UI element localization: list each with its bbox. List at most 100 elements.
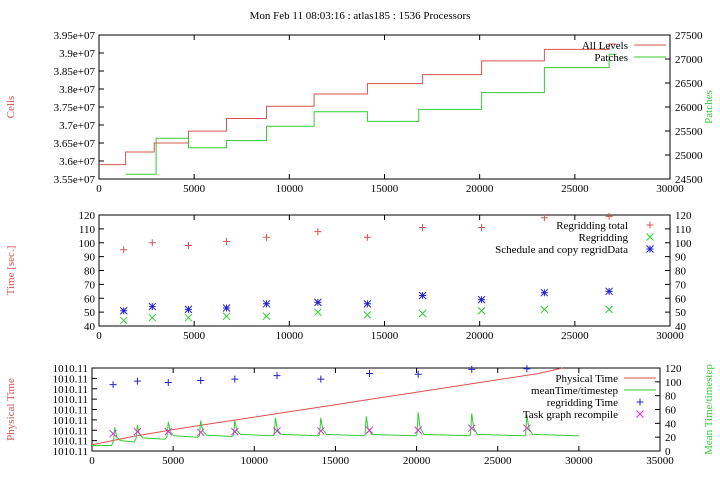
regridding-time-point (414, 370, 422, 378)
regridding-total-point (148, 239, 156, 247)
y-tick-label: 3.65e+07 (54, 138, 96, 150)
regridding-total-point (605, 212, 613, 220)
y2-tick-label: 40 (675, 321, 687, 333)
regridding-time-point (273, 372, 281, 380)
legend-label: Patches (594, 52, 628, 64)
legend-label: Schedule and copy regridData (495, 244, 628, 256)
y2-axis-label: Patches (703, 90, 715, 124)
task-graph-recompile-point (365, 426, 374, 435)
regridding-total-point (184, 242, 192, 250)
y-tick-label: 80 (84, 266, 96, 278)
y2-tick-label: 0 (665, 446, 671, 458)
y2-tick-label: 120 (665, 363, 682, 375)
x-tick-label: 15000 (371, 183, 399, 195)
regridding-time-point (197, 376, 205, 384)
regridding-total-point (540, 214, 548, 222)
regridding-point (540, 305, 549, 314)
y-tick-label: 3.55e+07 (54, 174, 96, 186)
schedule-copy-point (418, 291, 427, 300)
x-tick-label: 15000 (371, 330, 399, 342)
legend-swatch (646, 245, 654, 253)
y-tick-label: 3.7e+07 (59, 120, 95, 132)
regridding-point (262, 312, 271, 321)
y2-tick-label: 70 (675, 279, 687, 291)
cells-patches-chart: 0 5000 10000 15000 20000 25000 30000 3.55e+07 3.… (5, 30, 715, 195)
y2-tick-label: 24500 (675, 174, 703, 186)
x-tick-label: 5000 (183, 330, 206, 342)
task-graph-recompile-point (414, 426, 423, 435)
y-tick-label: 3.9e+07 (59, 48, 95, 60)
x-tick-label: 30000 (656, 183, 684, 195)
page-title: Mon Feb 11 08:03:16 : atlas185 : 1536 Pr… (249, 10, 471, 22)
x-tick-label: 0 (89, 455, 95, 467)
series-line-patches (125, 53, 617, 175)
regridding-point (222, 312, 231, 321)
regridding-time-chart: 0 5000 10000 15000 20000 25000 300004050607080… (5, 210, 692, 342)
y-tick-label: 110 (79, 224, 96, 236)
task-graph-recompile-point (109, 429, 117, 438)
y-tick-label: 90 (84, 252, 96, 264)
regridding-total-point (223, 237, 231, 245)
y2-tick-label: 80 (675, 266, 687, 278)
regridding-point (363, 311, 372, 319)
legend-swatch (636, 410, 644, 418)
legend-label: regridding Time (547, 397, 618, 409)
y-tick-label: 1010.11 (53, 373, 88, 385)
x-tick-label: 30000 (565, 455, 593, 467)
x-tick-label: 0 (96, 330, 102, 342)
task-graph-recompile-point (523, 424, 531, 433)
y2-tick-label: 100 (675, 238, 692, 250)
task-graph-recompile-point (164, 427, 173, 436)
y-tick-label: 1010.11 (53, 446, 88, 458)
y-tick-label: 60 (84, 293, 96, 305)
series-line-all-levels (99, 43, 617, 166)
regridding-time-point (231, 375, 239, 383)
y2-tick-label: 80 (665, 391, 677, 403)
task-graph-recompile-point (273, 427, 281, 435)
y2-tick-label: 90 (675, 252, 687, 264)
y-tick-label: 100 (79, 238, 96, 250)
y-tick-label: 1010.11 (53, 394, 88, 406)
regridding-time-point (317, 375, 325, 383)
y2-tick-label: 100 (665, 377, 682, 389)
x-tick-label: 35000 (646, 455, 674, 467)
task-graph-recompile-point (196, 428, 205, 437)
y2-axis-label: Mean Time/timestep (703, 364, 715, 455)
regridding-total-point (363, 233, 371, 241)
x-tick-label: 15000 (322, 455, 350, 467)
regridding-time-point (366, 370, 374, 378)
x-tick-label: 25000 (561, 183, 589, 195)
y2-tick-label: 40 (665, 418, 677, 430)
x-tick-label: 0 (96, 183, 102, 195)
y-tick-label: 40 (84, 321, 96, 333)
y-tick-label: 120 (79, 210, 96, 222)
x-tick-label: 30000 (656, 330, 684, 342)
y2-tick-label: 25000 (675, 150, 703, 162)
x-tick-label: 20000 (403, 455, 431, 467)
y-tick-label: 70 (84, 279, 96, 291)
regridding-time-point (133, 377, 141, 385)
legend-label: Task graph recompile (523, 409, 618, 421)
y-axis-label: Cells (5, 96, 17, 119)
y2-tick-label: 120 (675, 210, 692, 222)
y-tick-label: 3.8e+07 (59, 84, 95, 96)
schedule-copy-point (184, 305, 193, 314)
legend-swatch (646, 233, 654, 241)
regridding-total-point (314, 228, 322, 236)
regridding-total-point (120, 246, 128, 254)
regridding-point (605, 305, 613, 314)
regridding-time-point (468, 365, 476, 373)
schedule-copy-point (262, 299, 271, 308)
regridding-point (418, 309, 427, 318)
y2-tick-label: 20 (665, 432, 677, 444)
regridding-point (314, 308, 322, 316)
regridding-point (148, 313, 157, 322)
task-graph-recompile-point (467, 424, 476, 433)
legend-label: Regridding (579, 232, 629, 244)
y-tick-label: 1010.11 (53, 436, 88, 448)
x-tick-label: 5000 (162, 455, 185, 467)
y2-tick-label: 110 (675, 224, 692, 236)
x-tick-label: 20000 (466, 183, 494, 195)
y-axis-label: Physical Time (5, 378, 17, 441)
y2-tick-label: 60 (675, 293, 687, 305)
